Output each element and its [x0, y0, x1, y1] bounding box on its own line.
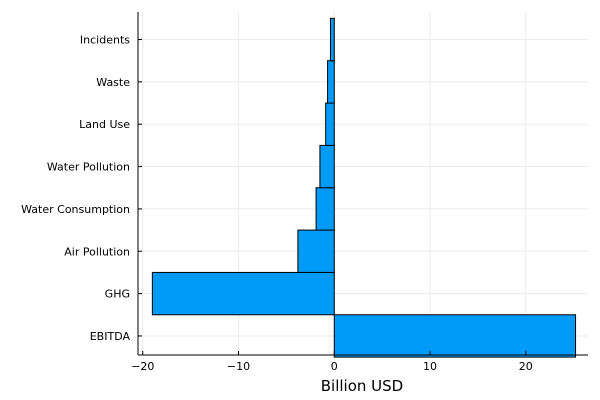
y-tick-label: Waste	[96, 76, 130, 89]
labels-layer: −20 −10 0 10 20 EBITDA GHG Air Pollution Water C…	[21, 34, 533, 373]
bar-waste	[327, 60, 335, 104]
y-tick-label: Water Consumption	[21, 203, 130, 216]
bar-water-consumption	[315, 187, 335, 231]
bars-layer	[151, 17, 577, 358]
x-tick-label: 0	[331, 360, 338, 373]
bar-water-pollution	[319, 144, 335, 189]
x-axis-label: Billion USD	[321, 377, 403, 395]
y-tick-label: GHG	[105, 288, 130, 301]
bar-ebitda	[333, 314, 577, 358]
y-tick-label: Incidents	[80, 34, 130, 47]
y-tick-label: Water Pollution	[47, 161, 130, 174]
bar-land-use	[325, 102, 335, 146]
y-tick-label: Land Use	[79, 118, 130, 131]
x-tick-label: 10	[423, 360, 437, 373]
bar-air-pollution	[297, 229, 335, 273]
x-tick-label: 20	[519, 360, 533, 373]
y-tick-label: Air Pollution	[64, 245, 130, 258]
bar-incidents	[329, 17, 335, 62]
x-tick-label: −10	[227, 360, 250, 373]
axes-layer	[137, 12, 588, 356]
bar-ghg	[151, 271, 335, 316]
x-tick-label: −20	[131, 360, 154, 373]
y-tick-label: EBITDA	[90, 330, 131, 343]
